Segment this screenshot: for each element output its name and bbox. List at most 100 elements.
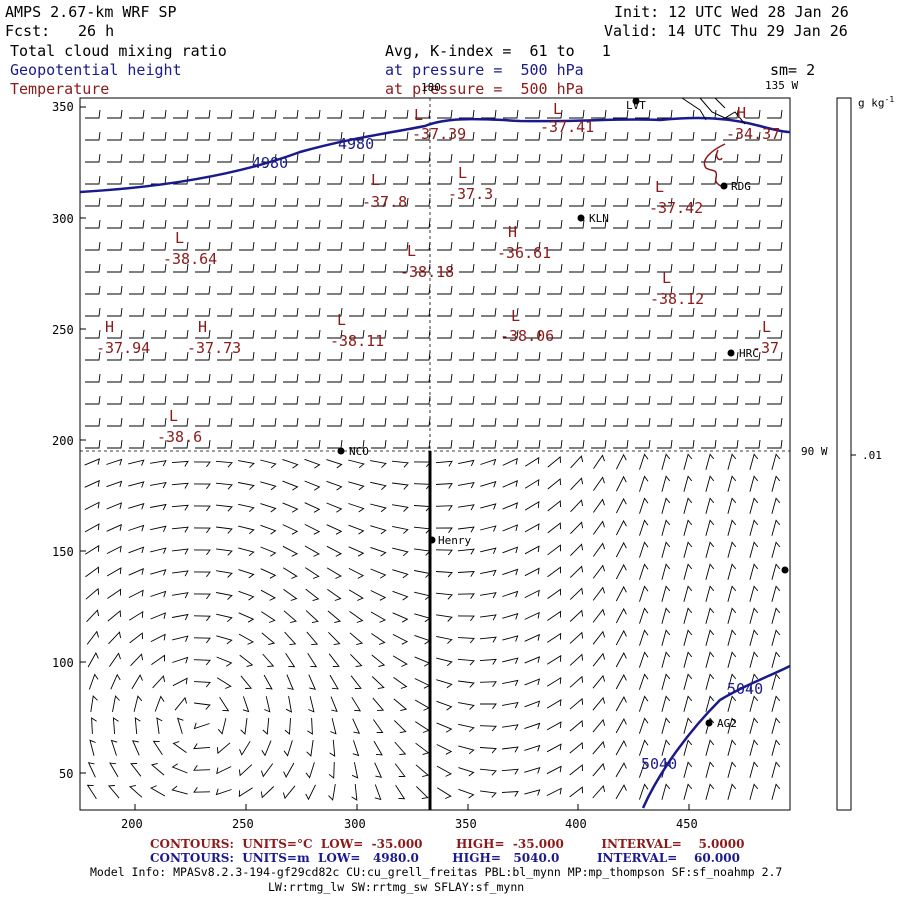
wind-barb — [457, 615, 475, 622]
wind-barb — [503, 219, 519, 229]
wind-barb — [195, 219, 211, 229]
temp-extremum-value: -37.3 — [448, 185, 494, 203]
wind-barb — [150, 590, 167, 598]
wind-barb — [110, 739, 118, 756]
wind-barb — [569, 719, 583, 732]
wind-barb — [195, 307, 211, 317]
wind-barb — [195, 109, 211, 119]
wind-barb — [84, 479, 100, 488]
smoothing-value: sm= 2 — [770, 61, 816, 79]
station-label: LVT — [626, 99, 646, 112]
wind-barb — [723, 241, 739, 251]
wind-barb — [481, 109, 497, 119]
wind-barb — [173, 153, 189, 163]
wind-barb — [591, 219, 607, 229]
wind-barb — [701, 439, 717, 449]
wind-barb — [370, 546, 387, 557]
wind-barb — [547, 197, 563, 207]
wind-barb — [525, 263, 541, 273]
wind-barb — [239, 131, 255, 141]
wind-barb — [193, 681, 211, 688]
wind-barb — [348, 503, 365, 513]
wind-barb — [679, 263, 695, 273]
wind-barb — [150, 460, 167, 467]
wind-barb — [459, 197, 475, 207]
wind-barb — [459, 395, 475, 405]
wind-barb — [129, 285, 145, 295]
wind-barb — [393, 373, 409, 383]
wind-barb — [638, 651, 649, 668]
wind-barb — [502, 457, 518, 466]
wind-barb — [593, 476, 605, 491]
temp-extremum-marker: L — [662, 269, 672, 287]
wind-barb — [592, 630, 606, 645]
wind-barb — [745, 439, 761, 449]
wind-barb — [569, 631, 584, 644]
wind-barb — [414, 591, 431, 601]
wind-barb — [216, 766, 232, 775]
wind-barb — [371, 373, 387, 383]
wind-barb — [173, 351, 189, 361]
wind-barb — [705, 739, 715, 756]
wind-barb — [723, 175, 739, 185]
wind-barb — [723, 197, 739, 207]
wind-barb — [260, 459, 277, 469]
wind-barb — [173, 373, 189, 383]
wind-barb — [152, 675, 166, 689]
wind-barb — [109, 652, 121, 667]
forecast-hour: 26 h — [78, 22, 115, 40]
wind-barb — [415, 439, 431, 449]
wind-barb — [85, 219, 101, 229]
wind-barb — [305, 373, 321, 383]
wind-barb — [701, 109, 717, 119]
wind-barb — [305, 131, 321, 141]
wind-barb — [635, 417, 651, 427]
wind-barb — [591, 373, 607, 383]
wind-barb — [546, 765, 562, 775]
wind-barb — [525, 395, 541, 405]
wind-barb — [701, 175, 717, 185]
wind-barb — [413, 483, 431, 490]
wind-barb — [749, 607, 759, 624]
wind-barb — [501, 768, 519, 775]
wind-barb — [349, 307, 365, 317]
wind-barb — [130, 653, 144, 667]
wind-barb — [657, 263, 673, 273]
wind-barb — [85, 131, 101, 141]
wind-barb — [657, 351, 673, 361]
wind-barb — [239, 395, 255, 405]
wind-barb — [151, 241, 167, 251]
station-marker-hrc — [727, 349, 735, 357]
wind-barb — [635, 109, 651, 119]
wind-barb — [570, 521, 584, 535]
wind-barb — [415, 395, 431, 405]
wind-barb — [329, 674, 339, 690]
wind-barb — [613, 285, 629, 295]
wind-barb — [393, 307, 409, 317]
wind-barb — [217, 351, 233, 361]
wind-barb — [215, 788, 232, 796]
wind-barb — [129, 131, 145, 141]
lon-label-90w: 90 W — [801, 445, 828, 458]
wind-barb — [458, 459, 475, 467]
wind-barb — [282, 524, 299, 535]
wind-barb — [371, 307, 387, 317]
wind-barb — [305, 329, 321, 339]
wind-barb — [547, 610, 562, 621]
wind-barb — [415, 307, 431, 317]
wind-barb — [437, 241, 453, 251]
wind-barb — [173, 285, 189, 295]
wind-barb — [479, 768, 497, 776]
wind-barb — [371, 676, 385, 690]
wind-barb — [106, 502, 123, 510]
wind-barb — [260, 503, 277, 513]
wind-barb — [502, 568, 519, 576]
wind-barb — [305, 241, 321, 251]
wind-barb — [131, 674, 143, 690]
wind-barb — [569, 241, 585, 251]
wind-barb — [193, 787, 211, 793]
wind-barb — [723, 329, 739, 339]
wind-barb — [239, 373, 255, 383]
temperature-contour — [703, 143, 726, 189]
wind-barb — [110, 673, 121, 690]
